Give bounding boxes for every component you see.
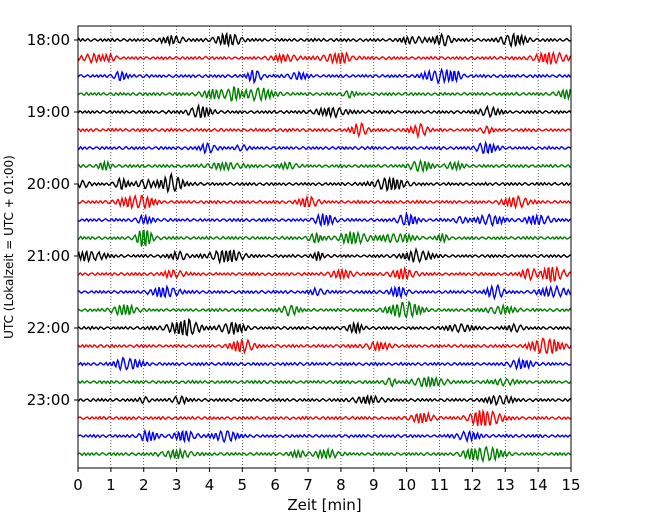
x-tick-label: 2 (139, 476, 149, 494)
seismic-trace (77, 265, 572, 283)
seismic-trace (77, 337, 572, 355)
y-tick-label: 23:00 (27, 391, 70, 409)
seismic-trace (77, 300, 572, 319)
x-tick-label: 3 (172, 476, 182, 494)
y-tick-label: 20:00 (27, 175, 70, 193)
x-tick-label: 13 (496, 476, 515, 494)
seismic-trace (77, 140, 572, 155)
y-tick-label: 21:00 (27, 247, 70, 265)
x-tick-label: 15 (561, 476, 580, 494)
y-axis-ticks: 18:00 19:00 20:00 21:00 22:00 23:00 (27, 31, 78, 409)
seismic-trace (77, 50, 572, 66)
seismic-trace (77, 158, 572, 174)
x-tick-label: 7 (303, 476, 313, 494)
seismic-trace (77, 356, 572, 372)
seismic-trace (77, 247, 572, 265)
y-tick-label: 22:00 (27, 319, 70, 337)
x-tick-label: 10 (397, 476, 416, 494)
seismic-trace (77, 428, 572, 444)
seismic-trace (77, 229, 572, 247)
seismic-trace (77, 31, 572, 49)
seismic-trace (77, 193, 572, 211)
x-tick-label: 12 (463, 476, 482, 494)
x-tick-label: 0 (73, 476, 83, 494)
y-tick-label: 18:00 (27, 31, 70, 49)
seismic-trace (77, 394, 572, 407)
seismic-trace (77, 317, 572, 337)
seismic-traces (77, 31, 572, 464)
x-axis-ticks: 0 1 2 3 4 5 6 7 8 9 10 11 12 13 14 15 (73, 468, 581, 494)
seismic-trace (77, 122, 572, 140)
seismic-trace (77, 211, 572, 228)
seismic-trace (77, 171, 572, 194)
x-tick-label: 9 (369, 476, 379, 494)
seismic-trace (77, 375, 572, 389)
y-axis-label: UTC (Lokalzeit = UTC + 01:00) (2, 155, 16, 339)
x-tick-label: 6 (270, 476, 280, 494)
x-tick-label: 1 (106, 476, 116, 494)
seismic-trace (77, 67, 572, 85)
plot-frame (77, 25, 572, 469)
y-tick-label: 19:00 (27, 103, 70, 121)
x-tick-label: 5 (238, 476, 248, 494)
x-axis-label: Zeit [min] (287, 496, 361, 514)
x-tick-label: 11 (430, 476, 449, 494)
x-tick-label: 14 (529, 476, 548, 494)
x-tick-label: 8 (336, 476, 346, 494)
seismic-trace (77, 86, 572, 103)
seismic-trace (77, 445, 572, 464)
seismic-trace (77, 283, 572, 301)
x-tick-label: 4 (205, 476, 215, 494)
seismic-trace (77, 408, 572, 427)
seismic-trace (77, 103, 572, 119)
